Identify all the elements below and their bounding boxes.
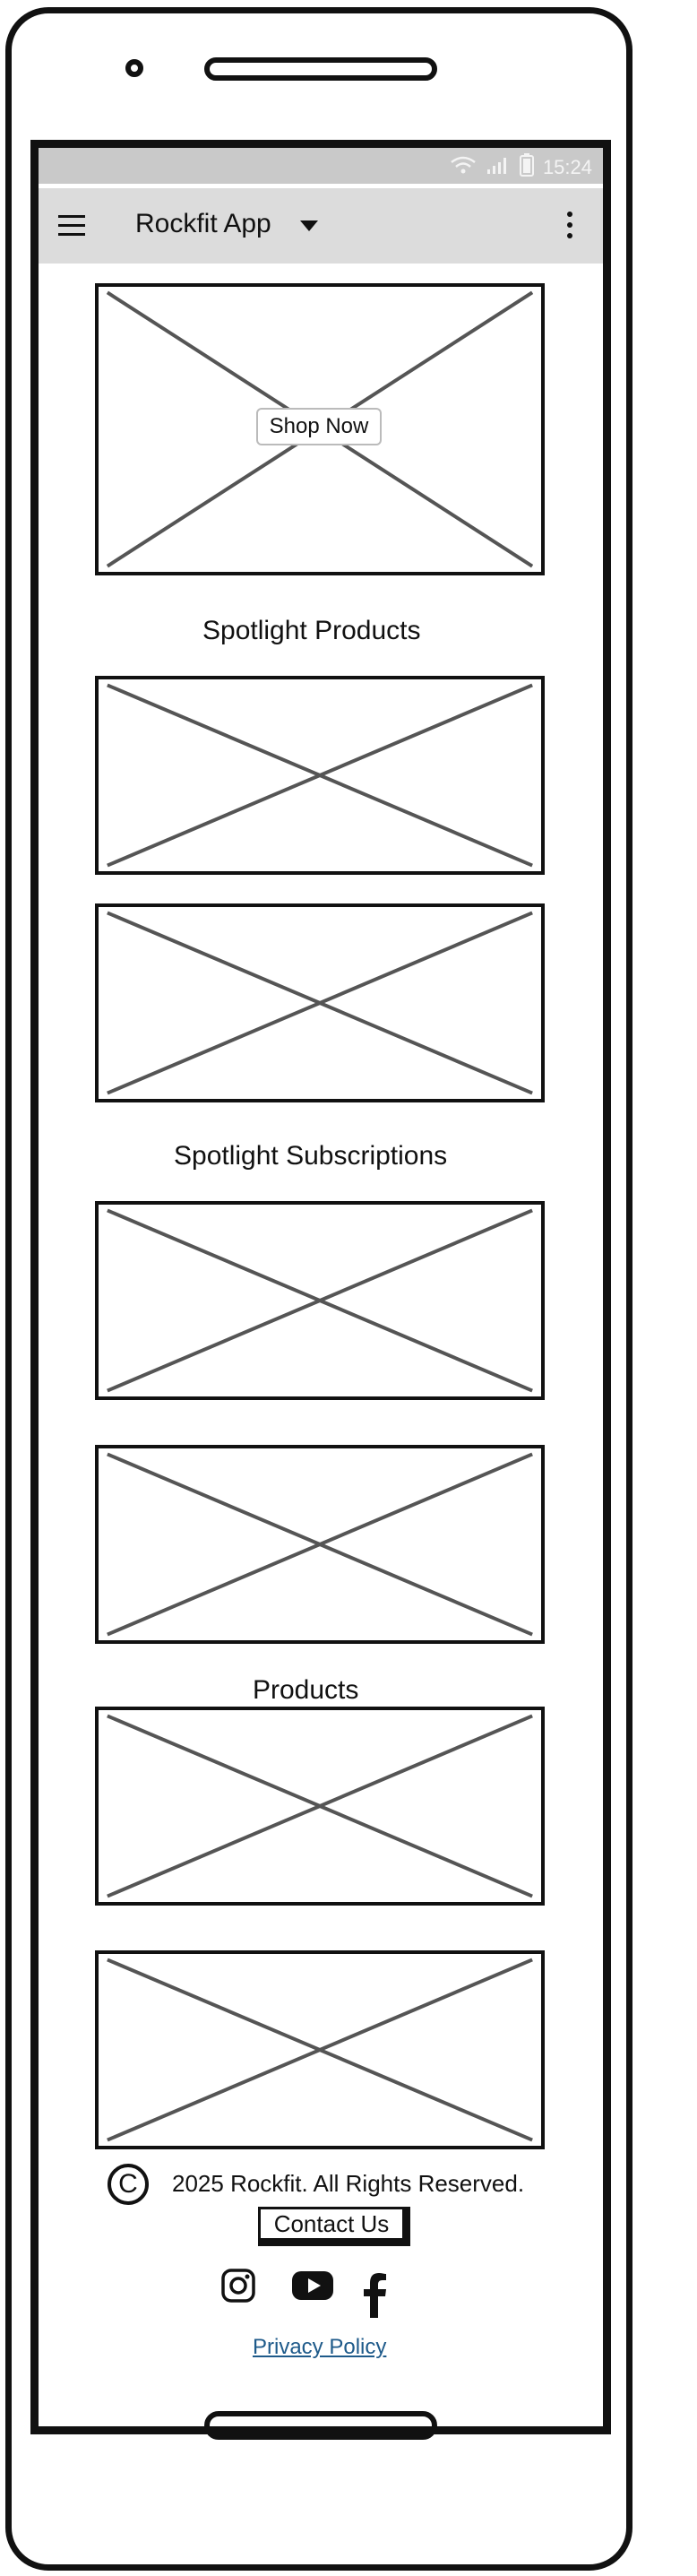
caret-down-icon[interactable] <box>300 220 318 231</box>
status-time: 15:24 <box>542 156 592 178</box>
wifi-icon <box>450 155 477 180</box>
hamburger-menu-icon[interactable] <box>58 215 85 236</box>
screen-border <box>30 140 611 2434</box>
signal-icon <box>486 155 511 180</box>
youtube-icon[interactable] <box>290 2268 335 2304</box>
status-bar: 15:24 <box>39 148 603 184</box>
instagram-icon[interactable] <box>220 2268 256 2304</box>
front-camera <box>125 59 143 77</box>
spotlight-subscription-card[interactable] <box>95 1445 545 1644</box>
spotlight-subscription-card[interactable] <box>95 1201 545 1400</box>
spotlight-product-card[interactable] <box>95 903 545 1102</box>
home-button[interactable] <box>204 2411 437 2440</box>
section-title-spotlight-products: Spotlight Products <box>202 616 421 645</box>
app-title[interactable]: Rockfit App <box>135 209 271 238</box>
copyright-text: 2025 Rockfit. All Rights Reserved. <box>172 2170 525 2197</box>
spotlight-product-card[interactable] <box>95 676 545 875</box>
hero-image-placeholder <box>95 283 545 575</box>
privacy-policy-link[interactable]: Privacy Policy <box>253 2335 387 2359</box>
battery-icon <box>519 153 534 182</box>
section-title-products: Products <box>253 1675 359 1705</box>
status-icons: 15:24 <box>450 153 592 182</box>
copyright-icon: C <box>108 2164 149 2205</box>
product-card[interactable] <box>95 1707 545 1906</box>
facebook-icon[interactable] <box>357 2273 392 2318</box>
earpiece-speaker <box>204 57 437 81</box>
section-title-spotlight-subscriptions: Spotlight Subscriptions <box>174 1141 448 1171</box>
product-card[interactable] <box>95 1950 545 2149</box>
shop-now-button[interactable]: Shop Now <box>256 408 382 445</box>
app-bar: Rockfit App <box>39 188 603 264</box>
more-vertical-icon[interactable] <box>567 212 572 244</box>
contact-us-button[interactable]: Contact Us <box>258 2207 410 2246</box>
phone-frame <box>5 7 632 2571</box>
